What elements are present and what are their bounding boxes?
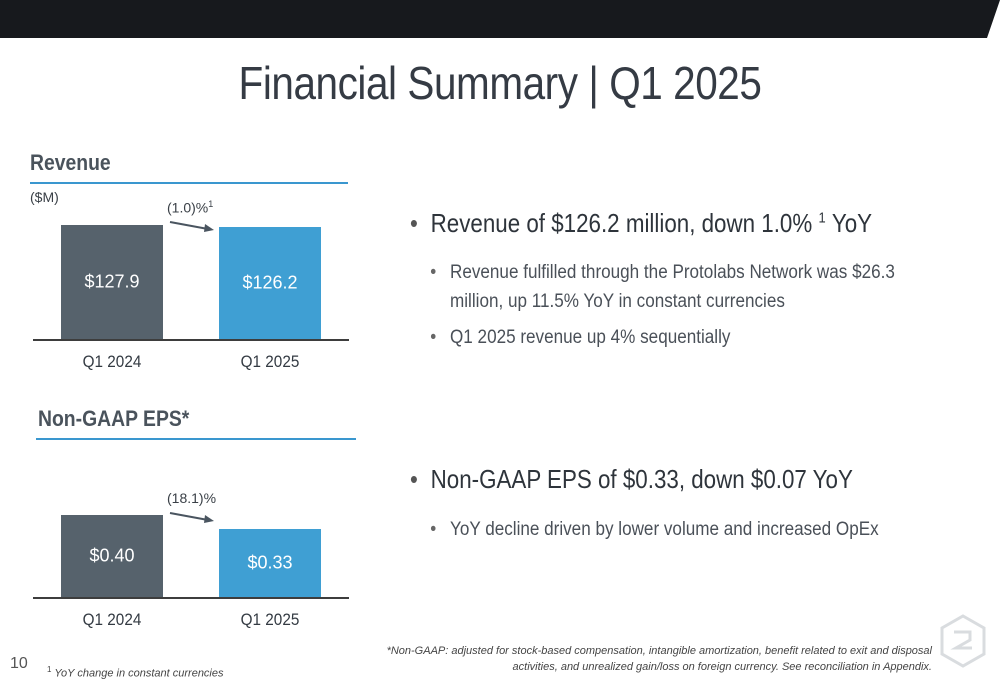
eps-main-bullet: • Non-GAAP EPS of $0.33, down $0.07 YoY <box>410 464 853 495</box>
revenue-change-arrow-icon <box>169 221 214 232</box>
yoy-footnote-text: YoY change in constant currencies <box>54 667 224 680</box>
chart-baseline <box>33 597 349 599</box>
eps-section-rule <box>36 438 356 440</box>
revenue-change-label: (1.0)%1 <box>167 199 213 216</box>
revenue-sub-bullet-1: • Revenue fulfilled through the Protolabs… <box>430 258 918 316</box>
revenue-section-title: Revenue <box>30 150 111 175</box>
revenue-main-bullet: • Revenue of $126.2 million, down 1.0% 1 … <box>410 208 872 239</box>
bar-q1-2025: $126.2 <box>219 227 321 339</box>
revenue-sub-bullet-2: • Q1 2025 revenue up 4% sequentially <box>430 323 918 352</box>
bar-q1-2025: $0.33 <box>219 529 321 597</box>
bar-value-label: $126.2 <box>242 272 298 293</box>
revenue-main-sup: 1 <box>818 209 826 227</box>
revenue-change-sup: 1 <box>208 199 214 209</box>
bullet-dot-icon: • <box>430 262 437 283</box>
eps-main-text: Non-GAAP EPS of $0.33, down $0.07 YoY <box>430 464 853 494</box>
eps-section-title: Non-GAAP EPS* <box>38 406 190 431</box>
revenue-section-rule <box>30 182 348 184</box>
revenue-sub-text-1: Revenue fulfilled through the Protolabs … <box>450 262 895 312</box>
eps-sub-text-1: YoY decline driven by lower volume and i… <box>450 519 879 540</box>
bar-q1-2024: $0.40 <box>61 515 163 597</box>
bullet-dot-icon: • <box>430 519 437 540</box>
revenue-main-text: Revenue of $126.2 million, down 1.0% <box>430 208 813 238</box>
protolabs-logo-icon <box>940 614 986 668</box>
revenue-change-value: (1.0)% <box>167 199 209 216</box>
bullet-dot-icon: • <box>410 208 418 238</box>
page-title: Financial Summary | Q1 2025 <box>238 57 762 109</box>
bullet-dot-icon: • <box>410 464 418 494</box>
bullet-dot-icon: • <box>430 327 437 348</box>
category-label: Q1 2024 <box>82 352 142 371</box>
yoy-footnote: 1 YoY change in constant currencies <box>47 665 224 680</box>
eps-sub-bullet-1: • YoY decline driven by lower volume and … <box>430 515 918 544</box>
non-gaap-footnote: *Non-GAAP: adjusted for stock-based comp… <box>386 645 932 673</box>
bar-value-label: $0.33 <box>247 552 293 573</box>
page-number: 10 <box>10 655 28 672</box>
category-label: Q1 2024 <box>82 610 142 629</box>
revenue-unit-label: ($M) <box>30 189 59 205</box>
yoy-footnote-sup: 1 <box>47 665 52 674</box>
eps-change-label: (18.1)% <box>167 490 217 506</box>
bar-value-label: $0.40 <box>89 545 135 566</box>
bar-q1-2024: $127.9 <box>61 225 163 339</box>
revenue-main-tail: YoY <box>831 208 873 238</box>
category-label: Q1 2025 <box>240 610 300 629</box>
bar-value-label: $127.9 <box>84 271 140 292</box>
eps-change-arrow-icon <box>169 512 214 523</box>
top-banner <box>0 0 1000 38</box>
revenue-sub-text-2: Q1 2025 revenue up 4% sequentially <box>450 327 731 348</box>
category-label: Q1 2025 <box>240 352 300 371</box>
chart-baseline <box>33 339 349 341</box>
